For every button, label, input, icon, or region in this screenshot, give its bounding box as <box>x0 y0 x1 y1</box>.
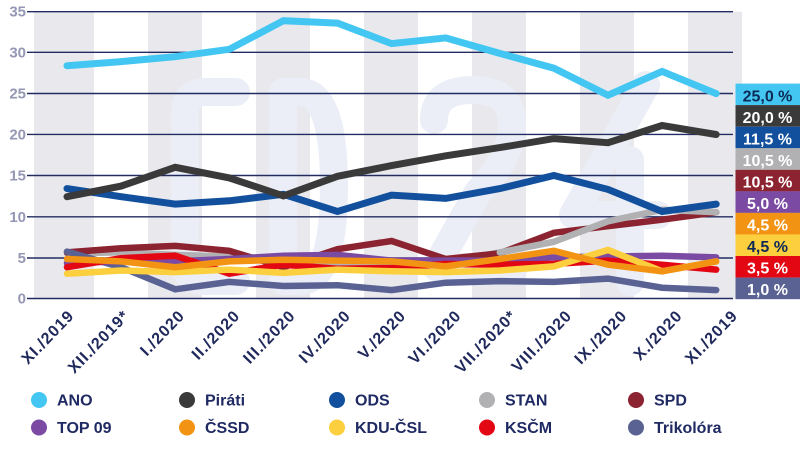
svg-text:ODS: ODS <box>355 393 390 410</box>
svg-text:KDU-ČSL: KDU-ČSL <box>355 418 427 437</box>
svg-text:Trikolóra: Trikolóra <box>654 420 722 437</box>
svg-text:4,5 %: 4,5 % <box>747 239 788 256</box>
svg-text:STAN: STAN <box>505 393 547 410</box>
svg-text:4,5 %: 4,5 % <box>747 218 788 235</box>
svg-text:10,5 %: 10,5 % <box>743 153 793 170</box>
svg-text:SPD: SPD <box>654 393 687 410</box>
svg-text:10,5 %: 10,5 % <box>743 175 793 192</box>
svg-text:20,0 %: 20,0 % <box>743 110 793 127</box>
svg-text:3,5 %: 3,5 % <box>747 261 788 278</box>
svg-text:10: 10 <box>9 209 26 226</box>
svg-text:25: 25 <box>9 86 26 103</box>
svg-text:30: 30 <box>9 44 26 61</box>
svg-text:0: 0 <box>18 291 26 308</box>
svg-text:1,0 %: 1,0 % <box>747 282 788 299</box>
svg-text:11,5 %: 11,5 % <box>743 131 792 148</box>
svg-text:Piráti: Piráti <box>205 393 245 410</box>
svg-text:20: 20 <box>9 126 26 143</box>
svg-text:5: 5 <box>18 250 26 267</box>
svg-text:5,0 %: 5,0 % <box>747 196 788 213</box>
svg-text:15: 15 <box>9 168 26 185</box>
svg-text:ČSSD: ČSSD <box>205 418 249 437</box>
svg-text:35: 35 <box>9 4 26 21</box>
svg-text:ANO: ANO <box>57 393 93 410</box>
svg-text:TOP 09: TOP 09 <box>57 420 112 437</box>
svg-text:KSČM: KSČM <box>505 418 552 437</box>
svg-text:25,0 %: 25,0 % <box>743 88 793 105</box>
